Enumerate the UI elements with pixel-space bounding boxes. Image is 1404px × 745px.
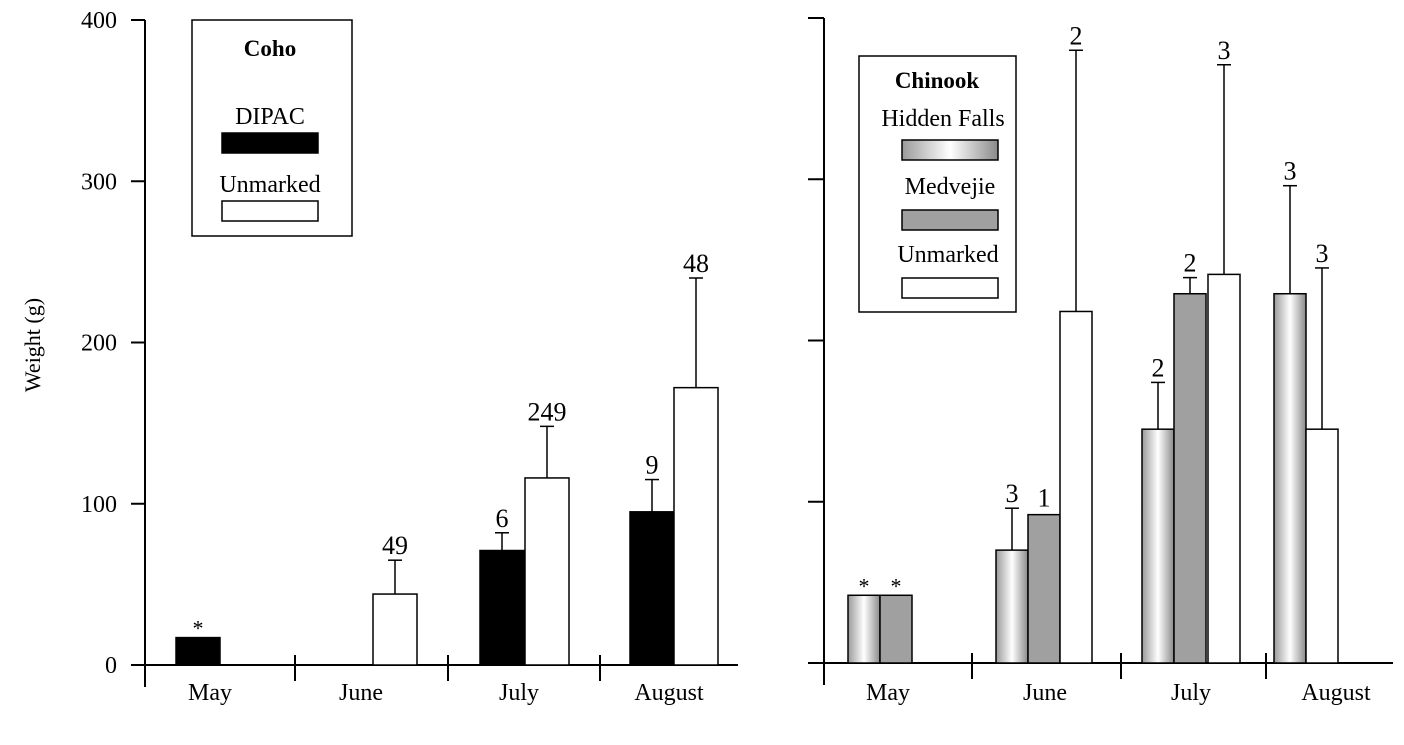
coho-x-tick-label: June (339, 680, 383, 706)
coho-sample-size-label: 249 (528, 397, 567, 426)
chinook-sample-size-label: * (891, 573, 902, 598)
chinook-sample-size-label: 3 (1316, 239, 1329, 268)
coho-y-tick-label: 400 (81, 8, 117, 34)
legend-swatch-coho-unmarked (221, 200, 319, 222)
chinook-bar (1207, 273, 1241, 664)
coho-bar (524, 477, 570, 666)
chinook-x-tick-label: July (1171, 680, 1211, 706)
coho-sample-size-label: 49 (382, 531, 408, 560)
chinook-x-tick-label: June (1023, 680, 1067, 706)
chart-marks: 0 100 200 300 400 May June July August * 6 9 49 249 48… (81, 8, 1393, 706)
coho-x-tick-label: May (188, 680, 232, 706)
coho-legend: Coho DIPAC Unmarked (191, 19, 353, 237)
coho-bar (479, 549, 525, 666)
coho-bar (372, 593, 418, 666)
chinook-sample-size-label: 3 (1218, 36, 1231, 65)
chinook-legend-box (858, 55, 1017, 313)
chinook-sample-size-label: 2 (1070, 21, 1083, 50)
legend-label-chinook-unmarked: Unmarked (897, 242, 998, 268)
legend-swatch-medvejie (901, 209, 999, 231)
legend-label-medvejie: Medvejie (905, 174, 996, 200)
chinook-x-tick-label: August (1301, 680, 1371, 706)
chinook-bar (1141, 428, 1175, 664)
legend-swatch-chinook-unmarked (901, 277, 999, 299)
chinook-bar (1305, 428, 1339, 664)
coho-bar (175, 636, 221, 666)
coho-y-tick-label: 300 (81, 169, 117, 195)
coho-y-tick-label: 100 (81, 492, 117, 518)
coho-bar (629, 511, 675, 666)
chinook-bar (1027, 513, 1061, 664)
chinook-x-tick-label: May (866, 680, 910, 706)
chinook-sample-size-label: 2 (1184, 249, 1197, 278)
chinook-bar (995, 549, 1029, 664)
coho-sample-size-label: 6 (496, 504, 509, 533)
coho-x-tick-label: August (634, 680, 704, 706)
chinook-sample-size-label: 2 (1152, 353, 1165, 382)
legend-swatch-hidden-falls (901, 139, 999, 161)
chinook-bar (1273, 292, 1307, 664)
chinook-bar (1059, 310, 1093, 664)
legend-label-hidden-falls: Hidden Falls (881, 106, 1004, 132)
coho-y-tick-label: 200 (81, 331, 117, 357)
coho-sample-size-label: 48 (683, 249, 709, 278)
legend-label-coho-unmarked: Unmarked (219, 172, 320, 198)
chinook-bar (847, 594, 881, 664)
chinook-bar (879, 594, 913, 664)
chinook-sample-size-label: * (859, 573, 870, 598)
chinook-legend: Chinook Hidden Falls Medvejie Unmarked (858, 55, 1017, 313)
coho-legend-box (191, 19, 353, 237)
chinook-sample-size-label: 3 (1006, 479, 1019, 508)
chinook-bar (1173, 292, 1207, 664)
coho-sample-size-label: 9 (646, 451, 659, 480)
legend-swatch-dipac (221, 132, 319, 154)
chinook-sample-size-label: 1 (1038, 484, 1051, 513)
chinook-legend-title: Chinook (895, 68, 980, 93)
coho-bar (673, 386, 719, 666)
legend-label-dipac: DIPAC (235, 104, 305, 130)
coho-legend-title: Coho (244, 36, 296, 61)
coho-y-tick-label: 0 (105, 653, 117, 679)
chinook-sample-size-label: 3 (1284, 157, 1297, 186)
coho-sample-size-label: * (193, 616, 204, 641)
coho-x-tick-label: July (499, 680, 539, 706)
y-axis-title: Weight (g) (20, 298, 45, 392)
